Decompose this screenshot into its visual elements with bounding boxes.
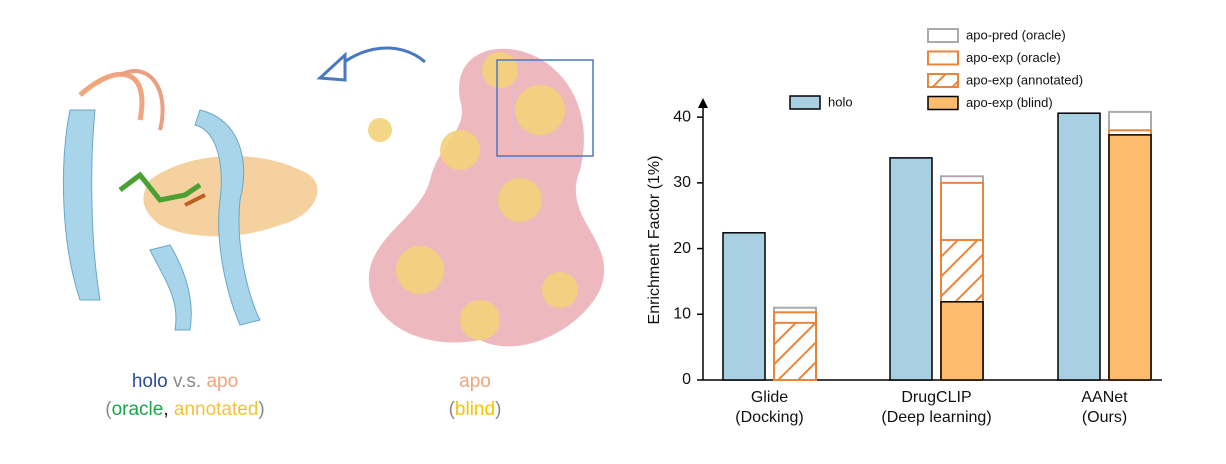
y-tick-label: 40 bbox=[673, 108, 691, 125]
y-axis-arrow bbox=[698, 98, 708, 108]
caption-segment: annotated bbox=[174, 399, 259, 420]
y-tick-label: 20 bbox=[673, 240, 691, 257]
caption-segment: oracle bbox=[112, 399, 164, 420]
legend-swatch bbox=[927, 95, 959, 111]
caption-segment: blind bbox=[455, 399, 495, 420]
x-tick-label: AANet bbox=[1081, 389, 1128, 406]
caption: holo v.s. apo bbox=[132, 371, 238, 392]
arrow-head bbox=[316, 51, 347, 82]
legend-label: apo-exp (oracle) bbox=[966, 50, 1061, 65]
holo-apo-structure bbox=[62, 69, 318, 331]
legend-label: apo-exp (blind) bbox=[966, 95, 1053, 110]
bar bbox=[889, 157, 933, 381]
apo-structure bbox=[368, 48, 605, 347]
caption-segment: apo bbox=[206, 371, 238, 392]
caption-segment: , bbox=[163, 399, 174, 420]
caption: apo bbox=[459, 371, 491, 392]
caption-segment: ( bbox=[105, 399, 112, 420]
y-tick-label: 10 bbox=[673, 306, 691, 323]
caption-segment: ) bbox=[258, 399, 264, 420]
caption: (oracle, annotated) bbox=[105, 399, 265, 420]
y-axis-label: Enrichment Factor (1%) bbox=[646, 156, 663, 325]
x-tick-note: (Docking) bbox=[735, 409, 803, 426]
caption-segment: holo bbox=[132, 371, 168, 392]
bar bbox=[1108, 134, 1152, 381]
legend-swatch bbox=[789, 95, 821, 110]
x-tick-label: DrugCLIP bbox=[901, 389, 971, 406]
caption-segment: v.s. bbox=[168, 371, 207, 392]
legend-label: apo-pred (oracle) bbox=[966, 27, 1066, 42]
legend-swatch bbox=[927, 28, 959, 43]
caption-segment: ) bbox=[495, 399, 501, 420]
x-tick-note: (Ours) bbox=[1082, 409, 1127, 426]
bar bbox=[940, 301, 984, 381]
y-tick-label: 30 bbox=[673, 174, 691, 191]
legend-swatch bbox=[927, 73, 959, 88]
caption-segment: apo bbox=[459, 371, 491, 392]
legend-label: apo-exp (annotated) bbox=[966, 72, 1083, 87]
arrow bbox=[333, 46, 426, 72]
bar bbox=[1057, 112, 1101, 381]
x-tick-note: (Deep learning) bbox=[881, 409, 991, 426]
y-tick-label: 0 bbox=[682, 371, 691, 388]
caption-segment: ( bbox=[449, 399, 456, 420]
legend-swatch bbox=[927, 50, 959, 66]
caption: (blind) bbox=[449, 399, 502, 420]
x-tick-label: Glide bbox=[751, 389, 788, 406]
bar bbox=[773, 321, 817, 382]
legend-label: holo bbox=[828, 94, 853, 109]
bar bbox=[722, 232, 766, 381]
